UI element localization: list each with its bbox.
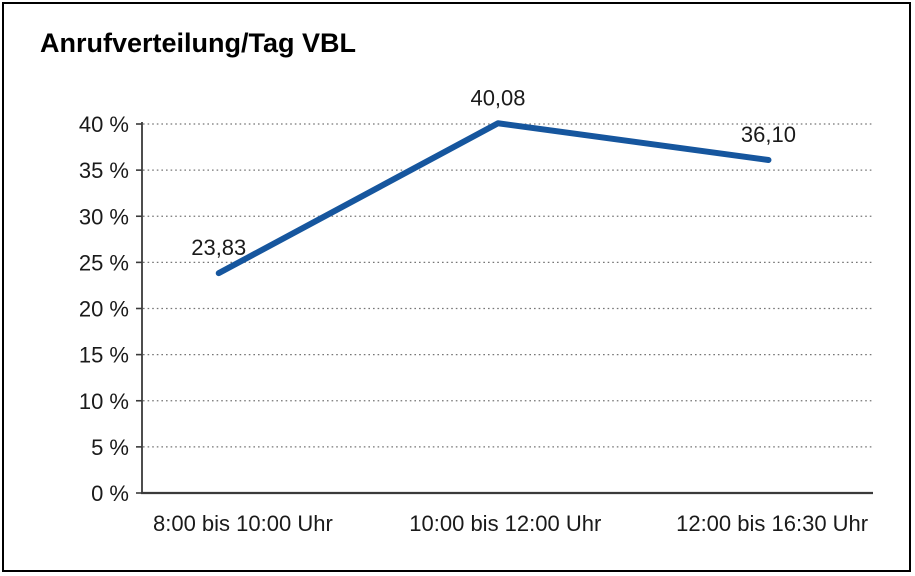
data-series-line <box>215 120 772 277</box>
y-tick-label: 30 % <box>79 204 129 229</box>
y-tick-label: 25 % <box>79 250 129 275</box>
y-tick-label: 15 % <box>79 343 129 368</box>
data-point-label: 23,83 <box>191 235 246 260</box>
data-point-label: 40,08 <box>470 85 525 110</box>
y-tick-label: 20 % <box>79 297 129 322</box>
x-category-label: 10:00 bis 12:00 Uhr <box>409 511 601 536</box>
y-tick-label: 10 % <box>79 389 129 414</box>
x-category-label: 12:00 bis 16:30 Uhr <box>676 511 868 536</box>
chart-title: Anrufverteilung/Tag VBL <box>40 28 357 58</box>
y-tick-label: 5 % <box>91 435 129 460</box>
data-point-label: 36,10 <box>741 122 796 147</box>
y-tick-label: 40 % <box>79 112 129 137</box>
y-tick-label: 0 % <box>91 481 129 506</box>
x-category-label: 8:00 bis 10:00 Uhr <box>153 511 333 536</box>
y-tick-label: 35 % <box>79 158 129 183</box>
